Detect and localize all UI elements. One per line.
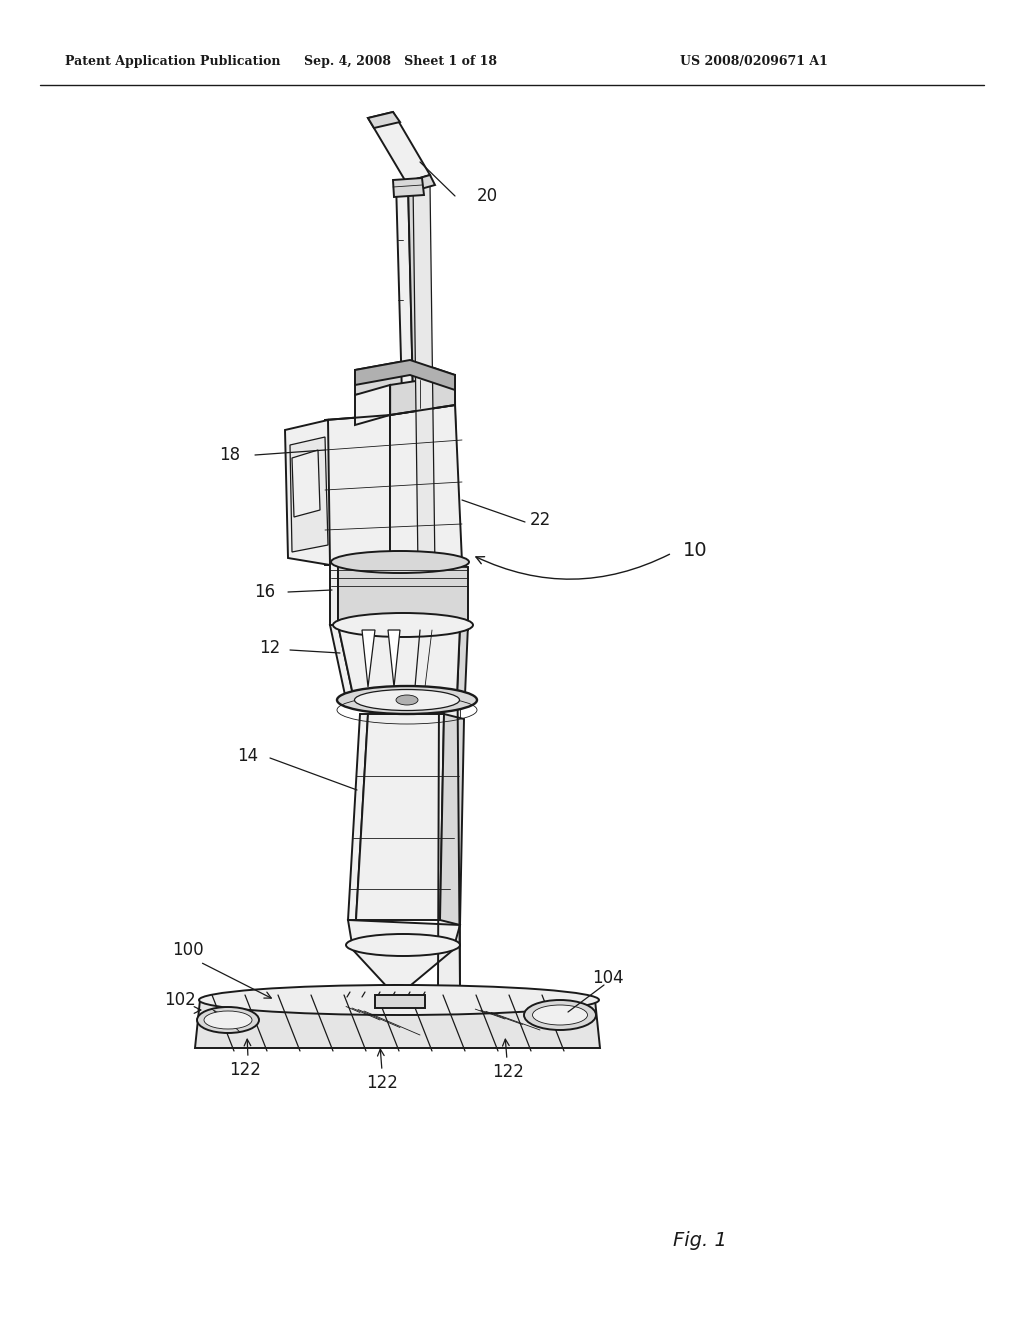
Text: 22: 22 bbox=[529, 511, 551, 529]
Polygon shape bbox=[356, 714, 444, 920]
Text: 14: 14 bbox=[238, 747, 259, 766]
Ellipse shape bbox=[354, 689, 460, 710]
Polygon shape bbox=[368, 112, 430, 182]
Ellipse shape bbox=[199, 985, 599, 1015]
Polygon shape bbox=[290, 437, 328, 552]
Text: 122: 122 bbox=[366, 1074, 398, 1092]
Polygon shape bbox=[353, 950, 453, 990]
Polygon shape bbox=[408, 182, 424, 395]
Polygon shape bbox=[406, 176, 435, 191]
Polygon shape bbox=[390, 405, 462, 565]
Polygon shape bbox=[285, 420, 330, 565]
Text: 104: 104 bbox=[592, 969, 624, 987]
Polygon shape bbox=[292, 450, 319, 517]
Text: 10: 10 bbox=[683, 540, 708, 560]
Ellipse shape bbox=[204, 1011, 252, 1030]
Polygon shape bbox=[396, 182, 413, 395]
Text: 20: 20 bbox=[476, 187, 498, 205]
Polygon shape bbox=[438, 630, 460, 990]
Polygon shape bbox=[362, 630, 375, 686]
Text: 100: 100 bbox=[172, 941, 204, 960]
Text: 12: 12 bbox=[259, 639, 281, 657]
Ellipse shape bbox=[346, 935, 460, 956]
Text: US 2008/0209671 A1: US 2008/0209671 A1 bbox=[680, 55, 827, 69]
Polygon shape bbox=[348, 714, 368, 920]
Polygon shape bbox=[195, 1001, 600, 1048]
Text: 18: 18 bbox=[219, 446, 241, 465]
Ellipse shape bbox=[337, 686, 477, 714]
Text: 16: 16 bbox=[254, 583, 275, 601]
Polygon shape bbox=[338, 624, 460, 696]
Ellipse shape bbox=[331, 550, 469, 573]
Text: Sep. 4, 2008   Sheet 1 of 18: Sep. 4, 2008 Sheet 1 of 18 bbox=[303, 55, 497, 69]
Polygon shape bbox=[440, 714, 464, 925]
Polygon shape bbox=[338, 562, 468, 630]
Ellipse shape bbox=[396, 696, 418, 705]
Polygon shape bbox=[330, 624, 353, 696]
Polygon shape bbox=[375, 995, 425, 1008]
Text: Fig. 1: Fig. 1 bbox=[673, 1230, 727, 1250]
Polygon shape bbox=[355, 385, 390, 425]
Ellipse shape bbox=[532, 1005, 588, 1026]
Polygon shape bbox=[413, 182, 435, 570]
Polygon shape bbox=[355, 360, 455, 395]
Polygon shape bbox=[368, 112, 400, 128]
Polygon shape bbox=[390, 375, 455, 414]
Ellipse shape bbox=[524, 1001, 596, 1030]
Polygon shape bbox=[457, 624, 468, 696]
Polygon shape bbox=[325, 414, 390, 565]
Text: 122: 122 bbox=[493, 1063, 524, 1081]
Polygon shape bbox=[330, 562, 338, 624]
Ellipse shape bbox=[382, 985, 412, 999]
Polygon shape bbox=[438, 395, 460, 560]
Polygon shape bbox=[393, 178, 424, 197]
Polygon shape bbox=[388, 630, 400, 686]
Ellipse shape bbox=[333, 612, 473, 638]
Polygon shape bbox=[348, 920, 460, 950]
Polygon shape bbox=[355, 360, 455, 389]
Text: 102: 102 bbox=[164, 991, 196, 1008]
Text: Patent Application Publication: Patent Application Publication bbox=[65, 55, 281, 69]
Ellipse shape bbox=[197, 1007, 259, 1034]
Text: 122: 122 bbox=[229, 1061, 261, 1078]
